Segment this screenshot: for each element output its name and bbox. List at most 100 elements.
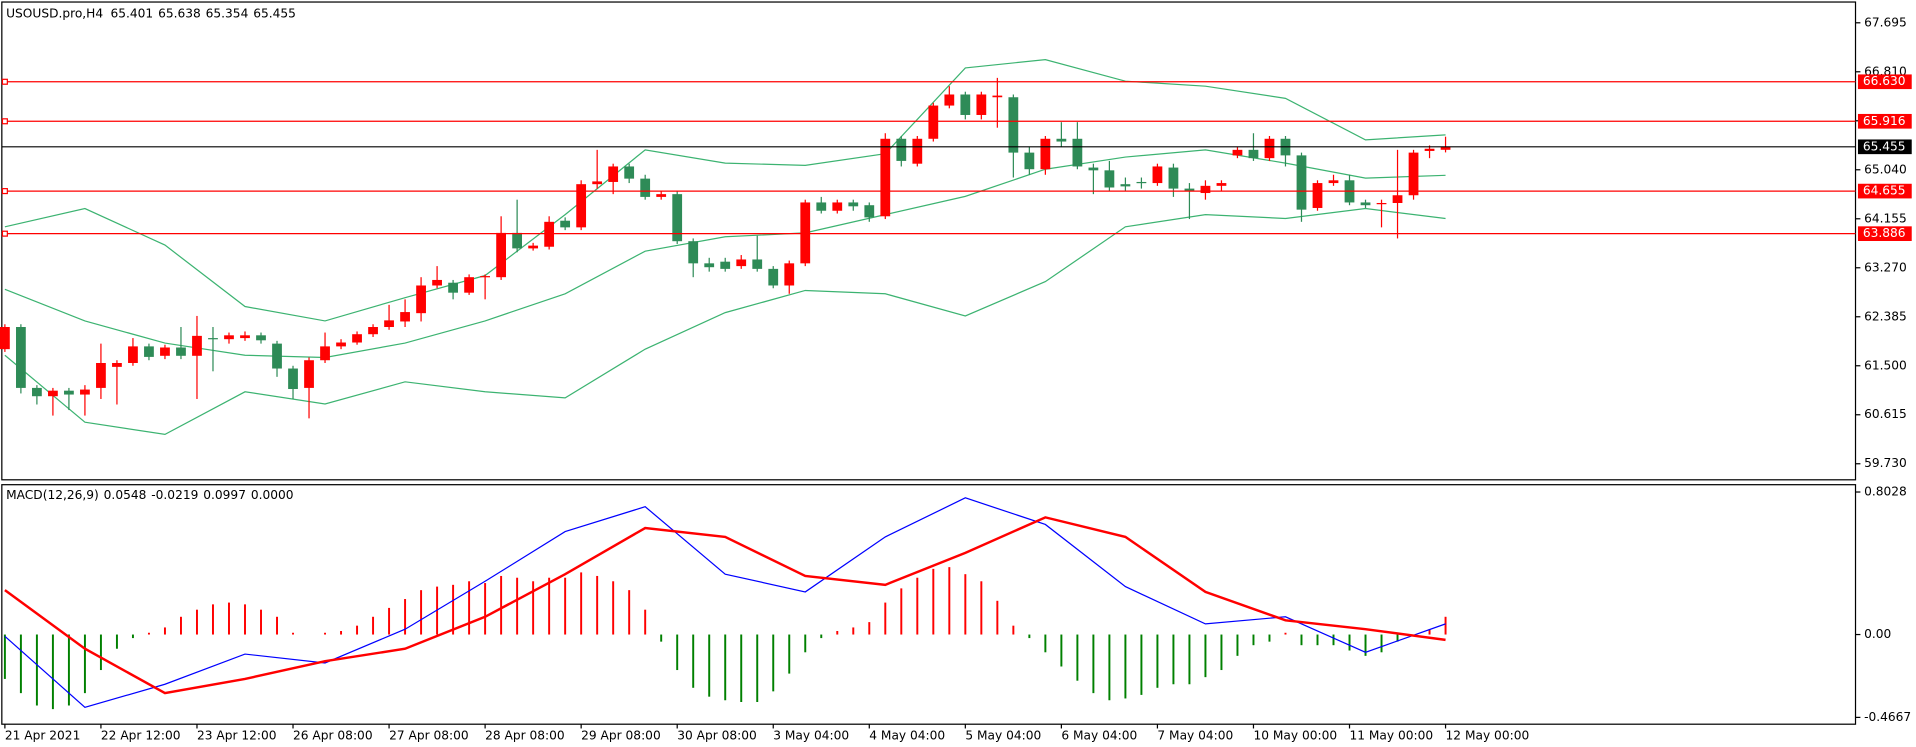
x-tick-label: 30 Apr 08:00 [677, 728, 757, 742]
candle-body [864, 205, 875, 218]
candle-body [608, 166, 619, 182]
candle-body [1184, 188, 1195, 192]
price-header: USOUSD.pro,H4 65.401 65.638 65.354 65.455 [6, 6, 296, 20]
macd-title: MACD(12,26,9) [6, 488, 99, 502]
candle-body [288, 368, 298, 390]
candle-body [1200, 185, 1211, 194]
macd-panel-frame [1, 484, 1857, 725]
candle-body [448, 282, 458, 293]
x-tick-label: 10 May 00:00 [1253, 728, 1337, 742]
candle-body [784, 263, 795, 286]
candle-body [768, 268, 779, 286]
candle-body [720, 261, 731, 269]
x-tick-label: 23 Apr 12:00 [197, 728, 277, 742]
candle-body [592, 181, 603, 185]
candle-body [128, 346, 138, 363]
candle-body [880, 138, 891, 217]
x-tick-label: 28 Apr 08:00 [485, 728, 565, 742]
candle-body [496, 232, 507, 278]
candle-body [1264, 138, 1275, 159]
candle-body [416, 285, 426, 314]
y-tick-label: -0.4667 [1864, 710, 1911, 724]
high: 65.638 [158, 6, 201, 20]
candle-body [64, 390, 74, 395]
x-tick-label: 11 May 00:00 [1350, 728, 1434, 742]
candle-body [1424, 148, 1435, 151]
candle-body [624, 166, 635, 179]
candle-body [640, 178, 651, 197]
candle-body [272, 343, 282, 369]
candle-body [1104, 170, 1115, 188]
candle-body [176, 347, 186, 356]
last-price-label: 65.455 [1863, 139, 1906, 153]
x-tick-label: 29 Apr 08:00 [581, 728, 661, 742]
y-tick-label: 60.615 [1864, 407, 1907, 421]
candle-body [16, 327, 26, 388]
candle-body [1232, 149, 1243, 156]
candle-body [976, 94, 987, 115]
candle-body [944, 94, 955, 106]
candle-body [1136, 181, 1147, 184]
level-handle [1, 118, 8, 125]
y-tick-label: 67.695 [1864, 15, 1907, 29]
candle-body [304, 360, 314, 388]
candle-body [1360, 202, 1371, 206]
x-tick-label: 26 Apr 08:00 [293, 728, 373, 742]
open: 65.401 [110, 6, 153, 20]
level-label-box [1857, 74, 1912, 90]
candle-body [384, 320, 394, 328]
level-handle [1, 78, 8, 85]
bollinger-band [4, 58, 1446, 322]
candle-body [1088, 167, 1099, 171]
candle-body [144, 346, 154, 357]
candle-body [256, 335, 266, 341]
x-tick-label: 22 Apr 12:00 [101, 728, 181, 742]
candle-body [48, 390, 58, 397]
candle-body [912, 138, 923, 164]
candle-body [1392, 195, 1403, 203]
x-tick-label: 21 Apr 2021 [5, 728, 80, 742]
candle-body [656, 194, 667, 197]
candle-body [960, 94, 971, 115]
last-price-box [1857, 139, 1912, 155]
candle-body [528, 245, 539, 249]
candle-body [928, 105, 939, 139]
macd-main-line [4, 497, 1446, 709]
candle-body [688, 241, 699, 264]
candle-body [192, 335, 202, 356]
candle-body [320, 346, 330, 361]
y-tick-label: 0.8028 [1864, 485, 1907, 499]
x-tick-label: 5 May 04:00 [965, 728, 1041, 742]
candle-body [0, 327, 10, 350]
x-tick-label: 7 May 04:00 [1157, 728, 1233, 742]
candle-body [896, 138, 907, 161]
candle-body [1152, 166, 1163, 184]
candle-body [224, 335, 234, 340]
candle-body [1040, 138, 1051, 170]
candle-body [1168, 167, 1179, 189]
candle-body [1120, 184, 1131, 187]
candle-body [1072, 138, 1083, 167]
candle-body [32, 387, 42, 397]
bollinger-band [4, 149, 1446, 359]
candle-body [816, 202, 827, 211]
candle-body [752, 259, 763, 269]
candle-body [1056, 138, 1067, 142]
candle-body [848, 202, 859, 207]
candle-body [576, 184, 587, 228]
y-tick-label: 62.385 [1864, 309, 1907, 323]
x-tick-label: 6 May 04:00 [1061, 728, 1137, 742]
candle-body [1376, 202, 1387, 205]
level-label: 64.655 [1863, 184, 1906, 198]
candle-body [1328, 180, 1339, 184]
candle-body [96, 362, 106, 388]
macd-value: 0.0000 [251, 488, 294, 502]
candle-body [1312, 183, 1323, 208]
low: 65.354 [206, 6, 249, 20]
macd-value: 0.0997 [203, 488, 246, 502]
x-tick-label: 3 May 04:00 [773, 728, 849, 742]
y-tick-label: 64.155 [1864, 211, 1907, 225]
candle-body [400, 312, 410, 322]
candle-body [672, 194, 683, 242]
